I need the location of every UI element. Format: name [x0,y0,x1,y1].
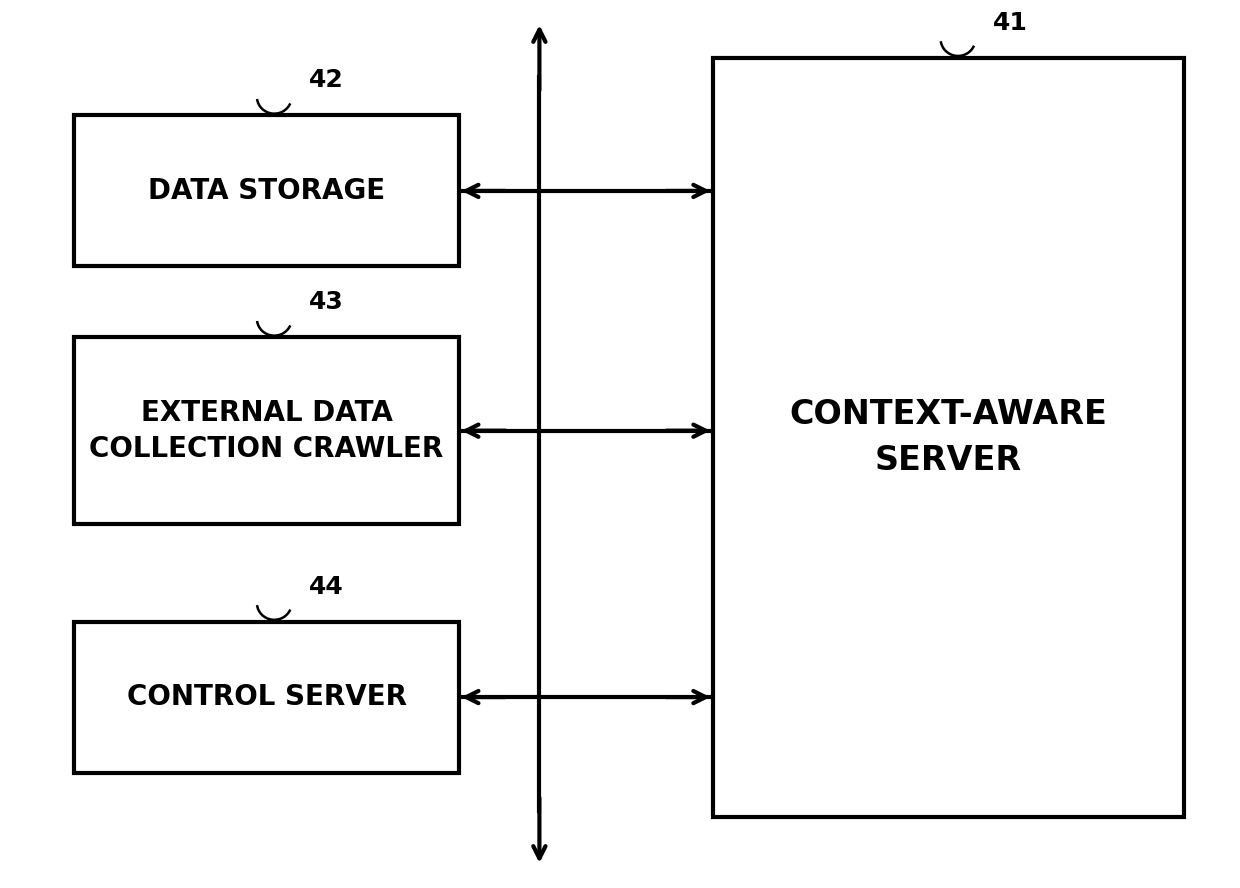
Text: 44: 44 [309,575,343,599]
Text: EXTERNAL DATA
COLLECTION CRAWLER: EXTERNAL DATA COLLECTION CRAWLER [89,399,444,463]
Bar [74,337,459,524]
Bar [74,622,459,773]
Text: CONTEXT-AWARE
SERVER: CONTEXT-AWARE SERVER [790,398,1107,477]
Bar [713,58,1184,817]
Text: 41: 41 [993,11,1028,35]
Text: DATA STORAGE: DATA STORAGE [148,177,386,205]
Text: CONTROL SERVER: CONTROL SERVER [126,683,407,711]
Text: 43: 43 [309,290,343,314]
Text: 42: 42 [309,68,343,92]
Bar [74,115,459,266]
